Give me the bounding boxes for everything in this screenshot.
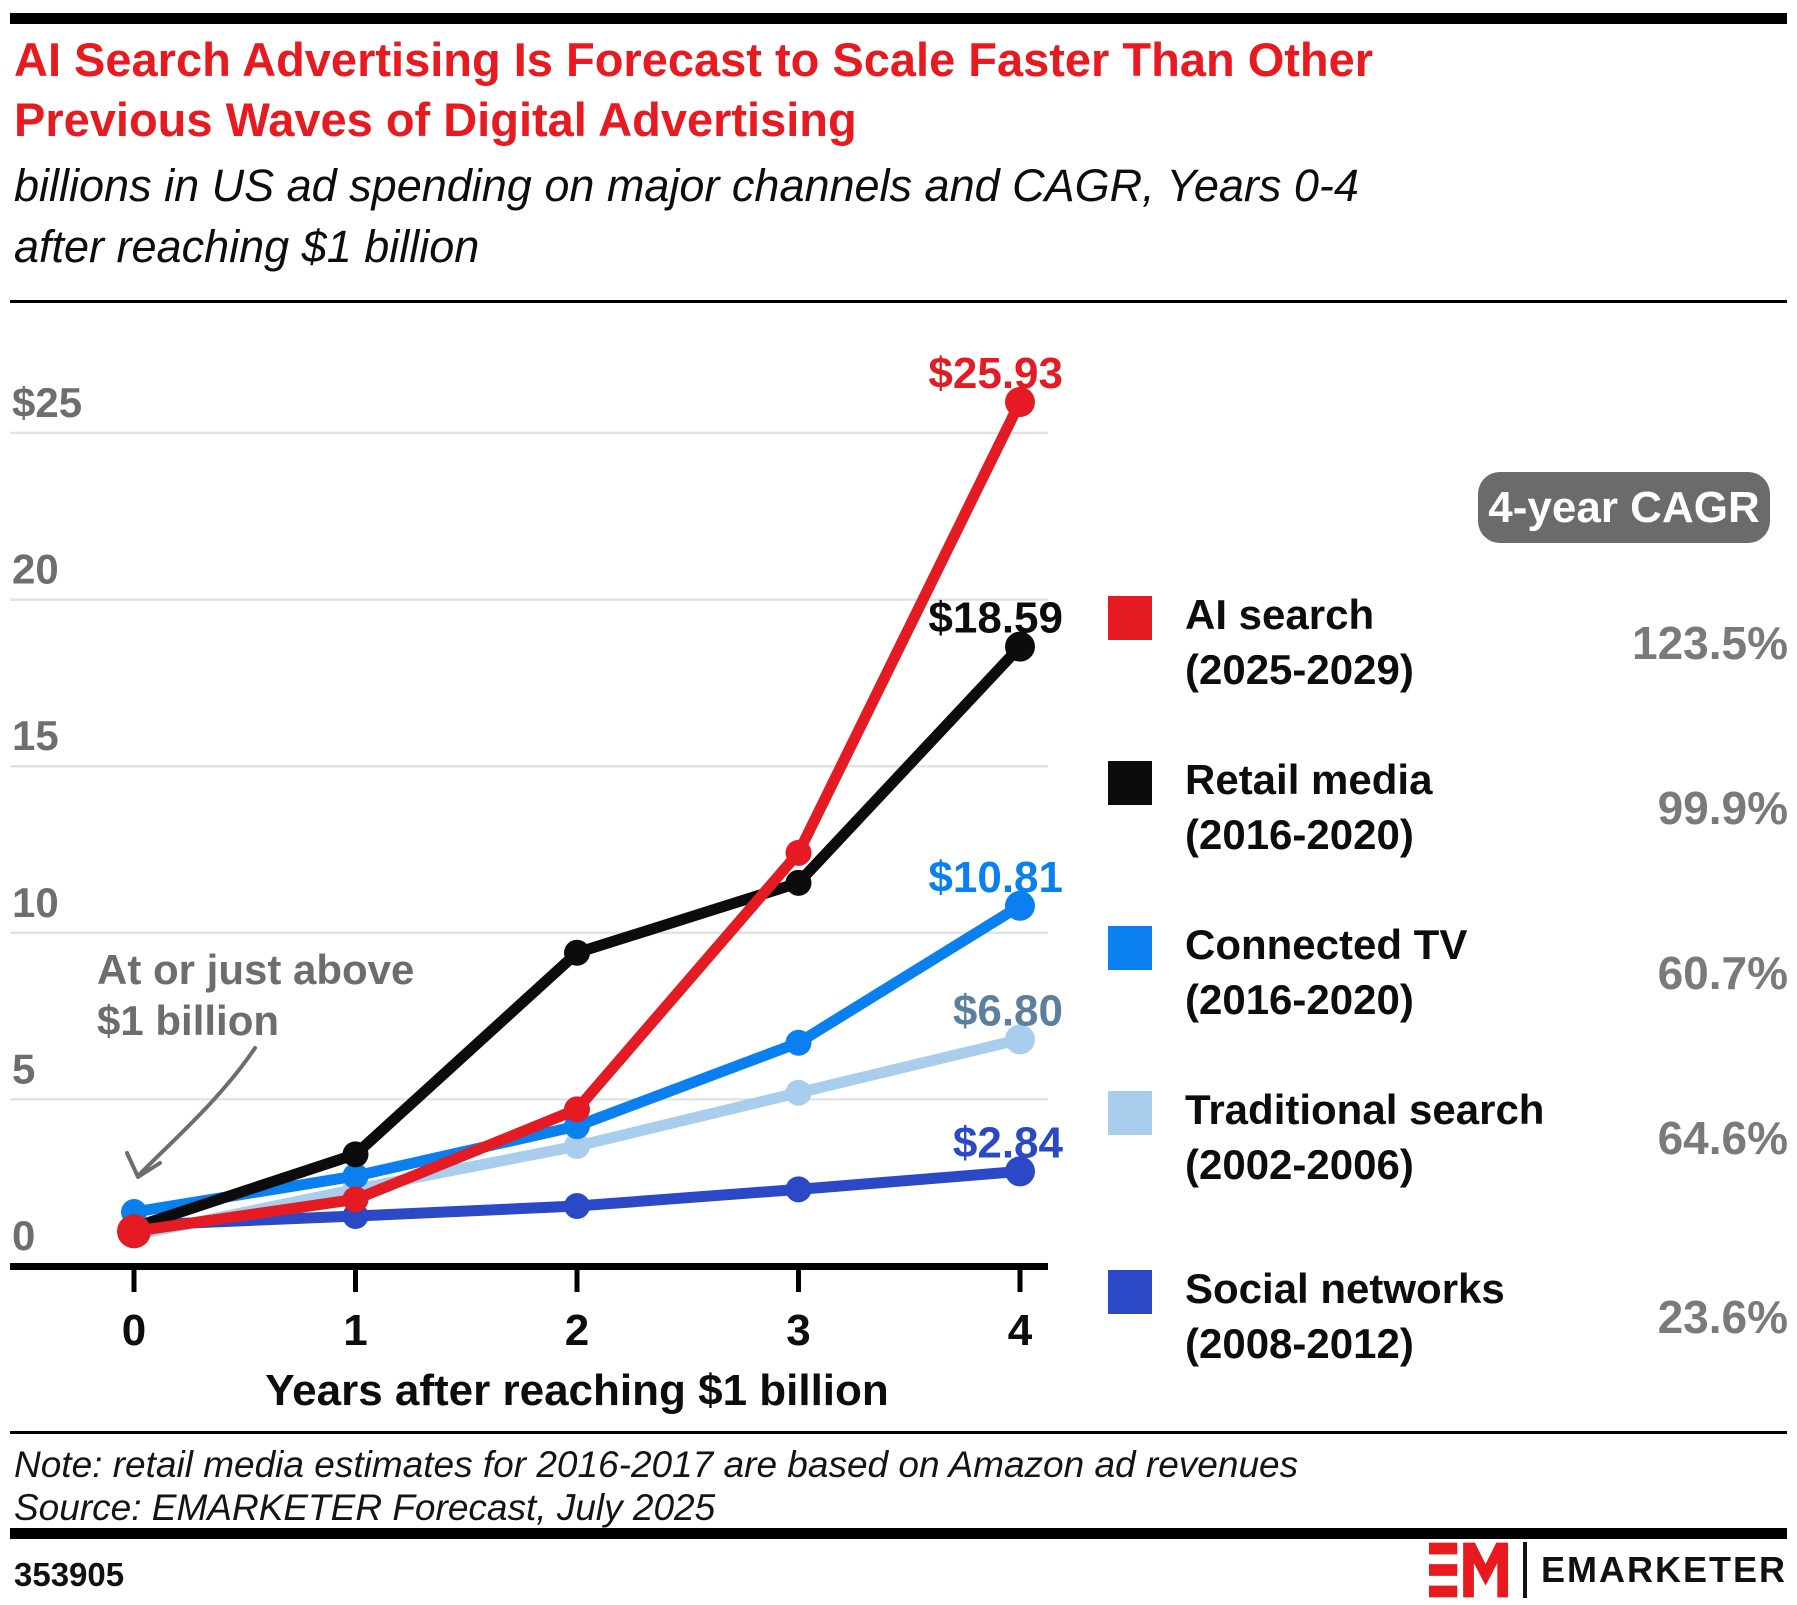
legend-item-retail-media: Retail media (2016-2020) 99.9% (1108, 753, 1788, 862)
series-period: (2016-2020) (1185, 975, 1414, 1023)
x-tick-label: 0 (122, 1306, 146, 1355)
legend-label: AI search (2025-2029) (1185, 588, 1555, 697)
data-point (1005, 631, 1035, 662)
series-period: (2025-2029) (1185, 645, 1414, 693)
data-point (1005, 1024, 1035, 1055)
data-point (342, 1163, 369, 1190)
x-axis-tick (131, 1270, 137, 1292)
legend-item-connected-tv: Connected TV (2016-2020) 60.7% (1108, 918, 1788, 1027)
x-axis-title: Years after reaching $1 billion (265, 1366, 889, 1415)
legend-label: Traditional search (2002-2006) (1185, 1083, 1555, 1192)
series-name: Connected TV (1185, 921, 1468, 968)
x-tick-label: 4 (1008, 1306, 1033, 1355)
series-name: Retail media (1185, 756, 1433, 803)
series-end-label: $2.84 (953, 1118, 1064, 1167)
data-point (342, 1141, 369, 1168)
y-tick-label: 10 (12, 879, 59, 926)
line-chart-canvas: 0 5 10 15 20 $25 0 1 2 3 4 Years after reaching $1 … (10, 349, 1064, 1415)
data-point (564, 1133, 590, 1160)
cagr-value: 60.7% (1657, 946, 1788, 999)
top-accent-bar (10, 13, 1787, 24)
y-tick-label: 15 (12, 712, 59, 759)
data-point (1005, 387, 1035, 418)
series-name: Traditional search (1185, 1086, 1545, 1133)
cagr-value: 23.6% (1657, 1290, 1788, 1343)
emarketer-logo-icon (1428, 1542, 1509, 1598)
x-axis-tick (1017, 1270, 1023, 1292)
series-name: AI search (1185, 591, 1375, 638)
legend-swatch-ai-search (1108, 596, 1152, 640)
series-period: (2016-2020) (1185, 810, 1414, 858)
source-line: Source: EMARKETER Forecast, July 2025 (14, 1487, 716, 1528)
data-point (785, 1176, 812, 1203)
x-tick-label: 3 (786, 1306, 810, 1355)
chart-annotation: At or just above $1 billion (97, 946, 415, 1045)
x-tick-label: 1 (343, 1306, 367, 1355)
data-point (564, 1096, 590, 1123)
legend-swatch-connected-tv (1108, 926, 1152, 970)
brand-name: EMARKETER (1540, 1549, 1787, 1590)
data-point (1005, 1156, 1035, 1187)
chart-title: AI Search Advertising Is Forecast to Sca… (14, 33, 1374, 147)
series-name: Social networks (1185, 1265, 1505, 1312)
legend-item-social-networks: Social networks (2008-2012) 23.6% (1108, 1262, 1788, 1371)
footer-top-divider (10, 1431, 1787, 1434)
x-axis-line (10, 1263, 1048, 1270)
series-end-label: $18.59 (928, 594, 1063, 643)
x-axis-tick (353, 1270, 358, 1292)
logo-divider (1522, 1542, 1527, 1598)
data-point (564, 1193, 590, 1220)
data-point (785, 1029, 812, 1056)
y-tick-label: 5 (12, 1045, 35, 1092)
emarketer-logo: EMARKETER (1428, 1541, 1787, 1599)
data-point (785, 839, 812, 866)
legend-item-ai-search: AI search (2025-2029) 123.5% (1108, 588, 1788, 697)
chart-subtitle: billions in US ad spending on major chan… (14, 160, 1359, 272)
x-axis-tick (796, 1270, 801, 1292)
legend-swatch-social-networks (1108, 1270, 1152, 1314)
data-point (564, 939, 590, 966)
cagr-badge: 4-year CAGR (1478, 472, 1770, 543)
series-end-label: $25.93 (928, 349, 1063, 398)
legend-label: Retail media (2016-2020) (1185, 753, 1555, 862)
legend-label: Connected TV (2016-2020) (1185, 918, 1555, 1027)
footnote: Note: retail media estimates for 2016-20… (14, 1444, 1299, 1485)
data-point (785, 1079, 812, 1106)
y-tick-label: 0 (12, 1212, 35, 1259)
y-tick-label: 20 (12, 546, 59, 593)
legend-label: Social networks (2008-2012) (1185, 1262, 1555, 1371)
y-tick-label: $25 (12, 379, 82, 426)
series-period: (2002-2006) (1185, 1140, 1414, 1188)
series-period: (2008-2012) (1185, 1319, 1414, 1367)
legend-swatch-traditional-search (1108, 1091, 1152, 1135)
data-point (1005, 890, 1035, 921)
data-point (785, 869, 812, 896)
cagr-value: 64.6% (1657, 1111, 1788, 1164)
cagr-value: 123.5% (1631, 616, 1788, 669)
cagr-value: 99.9% (1657, 781, 1788, 834)
legend-swatch-retail-media (1108, 761, 1152, 805)
header-divider (10, 300, 1787, 303)
legend-item-traditional-search: Traditional search (2002-2006) 64.6% (1108, 1083, 1788, 1192)
series-end-label: $10.81 (928, 853, 1063, 902)
data-point (342, 1186, 369, 1213)
annotation-arrow-icon (125, 1046, 257, 1179)
chart-id: 353905 (14, 1556, 125, 1593)
series-end-label: $6.80 (953, 986, 1063, 1035)
data-point (117, 1214, 151, 1249)
footer-bottom-divider (10, 1528, 1787, 1539)
x-axis-tick (574, 1270, 580, 1292)
x-tick-label: 2 (565, 1306, 589, 1355)
